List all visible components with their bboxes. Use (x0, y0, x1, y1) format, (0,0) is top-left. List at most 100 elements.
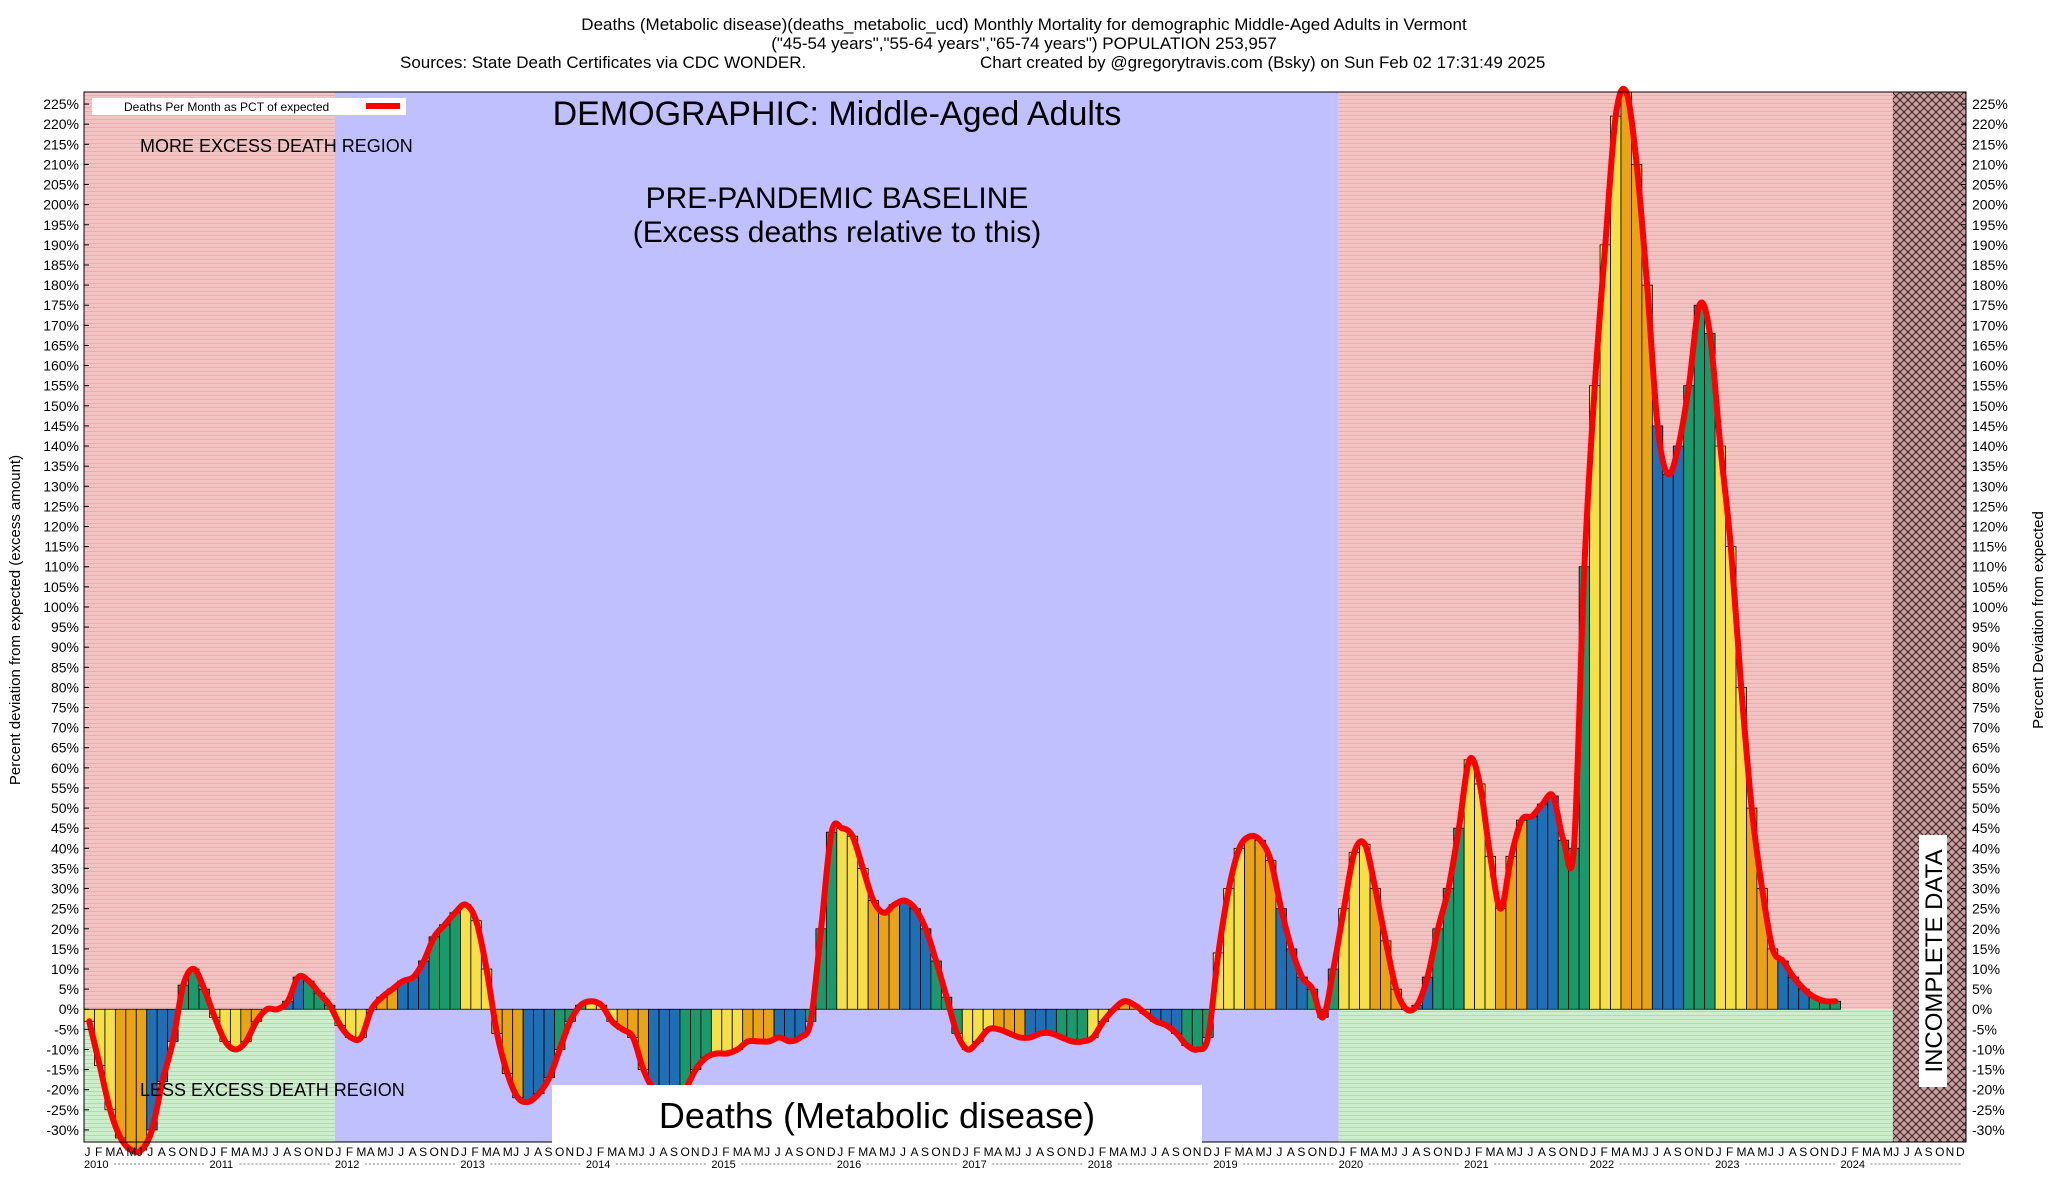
x-month-label: A (1371, 1145, 1379, 1159)
axis-ticks: -30% -30% -25% -25% -20% -20% -15% -15% -10% -10%… (43, 96, 2008, 1171)
x-month-label: F (471, 1145, 478, 1159)
y-tick-left: 45% (51, 820, 79, 836)
x-month-label: D (450, 1145, 459, 1159)
bar-65 (763, 1008, 775, 1042)
y-tick-left: 195% (43, 217, 79, 233)
bar-110 (1233, 847, 1245, 1010)
x-month-label: M (858, 1145, 868, 1159)
x-month-label: A (283, 1145, 291, 1159)
y-tick-left: 5% (59, 981, 79, 997)
x-year-label: 2019 (1213, 1159, 1237, 1171)
x-month-label: M (482, 1145, 492, 1159)
x-month-label: O (1559, 1145, 1568, 1159)
y-tick-right: 180% (1972, 277, 2008, 293)
x-month-label: M (1005, 1145, 1015, 1159)
x-month-label: J (137, 1145, 143, 1159)
y-tick-left: 180% (43, 277, 79, 293)
x-month-label: N (1444, 1145, 1453, 1159)
y-tick-left: -25% (46, 1102, 79, 1118)
x-year-label: 2014 (586, 1159, 610, 1171)
x-month-label: F (1350, 1145, 1357, 1159)
bar-147 (1620, 91, 1632, 1010)
x-month-label: J (1339, 1145, 1345, 1159)
x-year-label: 2022 (1590, 1159, 1614, 1171)
y-tick-left: 120% (43, 518, 79, 534)
y-tick-left: 0% (59, 1001, 79, 1017)
x-month-label: M (984, 1145, 994, 1159)
x-month-label: M (1256, 1145, 1266, 1159)
x-month-label: F (722, 1145, 729, 1159)
x-month-label: J (1276, 1145, 1282, 1159)
y-tick-right: 205% (1972, 177, 2008, 193)
x-month-label: S (419, 1145, 427, 1159)
x-year-label: 2024 (1841, 1159, 1865, 1171)
x-month-label: O (806, 1145, 815, 1159)
x-month-label: N (440, 1145, 449, 1159)
more-excess-region (84, 92, 335, 1010)
x-year-label: 2015 (711, 1159, 735, 1171)
title-line-1: Deaths (Metabolic disease)(deaths_metabo… (581, 15, 1467, 34)
x-month-label: A (1287, 1145, 1295, 1159)
y-tick-right: 185% (1972, 257, 2008, 273)
bar-34 (439, 924, 451, 1010)
x-month-label: D (701, 1145, 710, 1159)
x-month-label: N (1067, 1145, 1076, 1159)
trend-line (86, 85, 1839, 1156)
y-tick-right: 80% (1972, 679, 2000, 695)
x-month-label: A (409, 1145, 417, 1159)
x-month-label: J (1402, 1145, 1408, 1159)
x-month-label: D (1956, 1145, 1965, 1159)
x-month-label: N (816, 1145, 825, 1159)
x-month-label: J (586, 1145, 592, 1159)
y-tick-left: 110% (44, 559, 79, 575)
x-year-label: 2020 (1339, 1159, 1363, 1171)
x-month-label: J (1778, 1145, 1784, 1159)
y-tick-left: 20% (51, 921, 79, 937)
x-year-label: 2023 (1715, 1159, 1739, 1171)
y-tick-left: 65% (51, 740, 79, 756)
x-month-label: O (430, 1145, 439, 1159)
y-tick-left: -20% (46, 1082, 79, 1098)
bar-137 (1516, 819, 1528, 1010)
y-tick-right: 10% (1972, 961, 2000, 977)
x-month-label: N (565, 1145, 574, 1159)
y-tick-right: 125% (1972, 498, 2008, 514)
x-month-label: M (105, 1145, 115, 1159)
y-tick-left: 40% (51, 840, 79, 856)
x-month-label: N (1695, 1145, 1704, 1159)
y-tick-left: 90% (51, 639, 79, 655)
x-month-label: J (1151, 1145, 1157, 1159)
x-month-label: M (1381, 1145, 1391, 1159)
x-month-label: D (952, 1145, 961, 1159)
y-tick-right: 30% (1972, 881, 2000, 897)
y-tick-right: 60% (1972, 760, 2000, 776)
region-backgrounds (84, 92, 1966, 1142)
x-month-label: J (273, 1145, 279, 1159)
x-month-label: A (1621, 1145, 1629, 1159)
x-month-label: J (1653, 1145, 1659, 1159)
y-tick-left: 215% (43, 136, 79, 152)
y-tick-right: 200% (1972, 197, 2008, 213)
x-month-label: S (294, 1145, 302, 1159)
y-tick-right: 135% (1972, 458, 2008, 474)
bar-72 (836, 827, 848, 1010)
x-month-label: N (189, 1145, 198, 1159)
x-month-label: F (1224, 1145, 1231, 1159)
bar-42 (522, 1008, 534, 1103)
y-tick-left: 130% (43, 478, 79, 494)
x-month-label: N (315, 1145, 324, 1159)
less-excess-label: LESS EXCESS DEATH REGION (140, 1080, 405, 1100)
x-month-label: J (1642, 1145, 1648, 1159)
x-month-label: F (848, 1145, 855, 1159)
x-month-label: D (827, 1145, 836, 1159)
y-tick-left: 165% (43, 337, 79, 353)
x-month-label: F (95, 1145, 102, 1159)
x-month-label: A (492, 1145, 500, 1159)
title-line-3: Sources: State Death Certificates via CD… (400, 53, 806, 72)
baseline-label-2: (Excess deaths relative to this) (633, 216, 1042, 249)
bar-60 (710, 1008, 723, 1054)
y-tick-left: 85% (51, 659, 79, 675)
x-month-label: A (660, 1145, 668, 1159)
x-month-label: A (994, 1145, 1002, 1159)
bar-92 (1045, 1008, 1057, 1034)
